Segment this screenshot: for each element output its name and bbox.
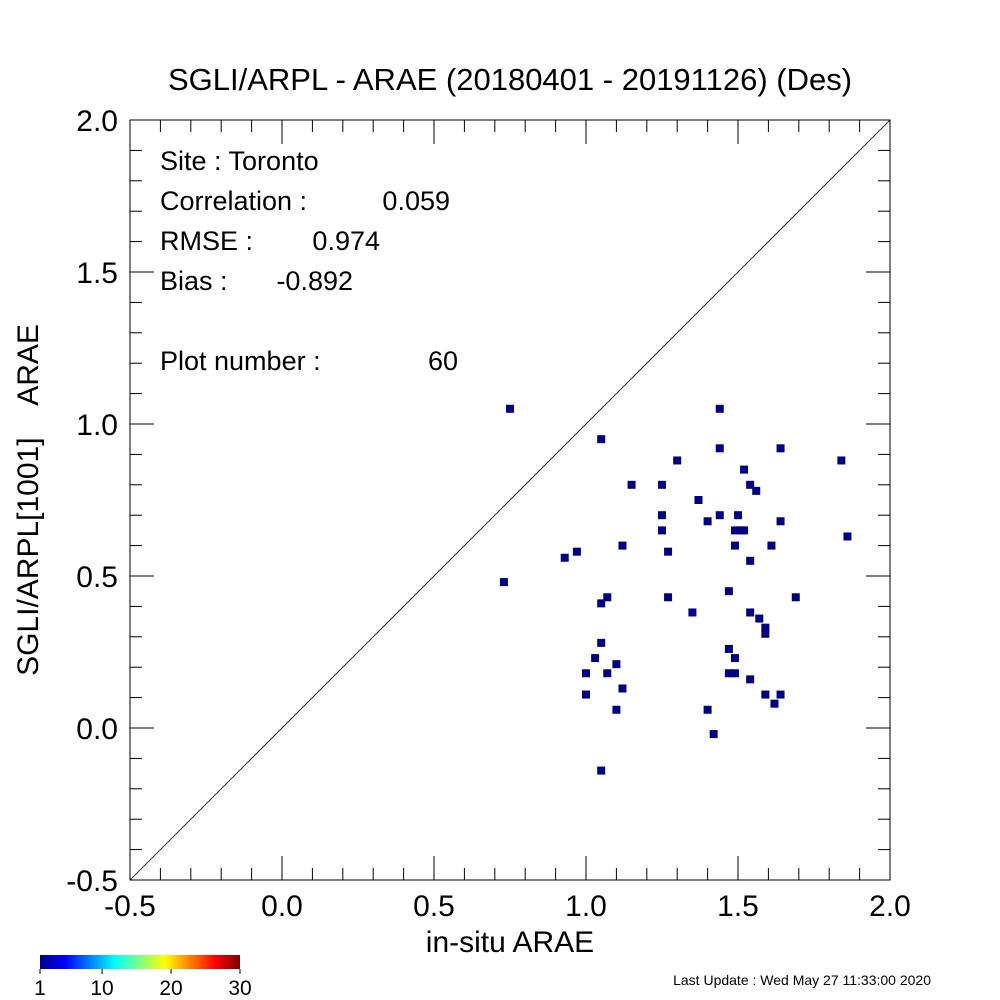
data-point <box>746 480 755 489</box>
x-axis-label: in-situ ARAE <box>426 926 594 959</box>
stat-value: 0.974 <box>312 226 380 256</box>
data-point <box>724 644 733 653</box>
y-tick-label: 0.5 <box>76 561 118 594</box>
data-point <box>715 444 724 453</box>
x-tick-label: 0.5 <box>413 890 455 923</box>
data-point <box>597 435 606 444</box>
y-tick-label: 2.0 <box>76 105 118 138</box>
data-point <box>709 730 718 739</box>
data-point <box>597 599 606 608</box>
data-point <box>597 766 606 775</box>
x-tick-label: 1.0 <box>565 890 607 923</box>
data-point <box>776 690 785 699</box>
data-point <box>730 669 739 678</box>
chart-title: SGLI/ARPL - ARAE (20180401 - 20191126) (… <box>168 62 852 97</box>
data-point <box>730 526 739 535</box>
data-point <box>730 654 739 663</box>
data-points <box>499 404 852 775</box>
y-tick-label: 1.0 <box>76 409 118 442</box>
stat-value: 60 <box>428 346 458 376</box>
data-point <box>746 556 755 565</box>
data-point <box>724 587 733 596</box>
data-point <box>724 669 733 678</box>
data-point <box>658 480 666 489</box>
data-point <box>746 608 755 617</box>
stat-label: Site : Toronto <box>160 146 319 176</box>
data-point <box>791 593 800 602</box>
data-point <box>560 553 569 562</box>
data-point <box>499 578 508 587</box>
stat-value: -0.892 <box>276 266 353 296</box>
colorbar-tick-label: 30 <box>228 977 251 1000</box>
data-point <box>843 532 852 541</box>
data-point <box>740 526 749 535</box>
data-point <box>715 511 724 520</box>
data-point <box>761 623 770 632</box>
y-tick-label: -0.5 <box>66 865 118 898</box>
y-axis-label: SGLI/ARPL[1001] ARAE <box>12 324 45 676</box>
data-point <box>761 690 770 699</box>
y-tick-label: 0.0 <box>76 713 118 746</box>
data-point <box>603 593 612 602</box>
colorbar-ticks: 1 10 20 30 <box>34 969 252 1000</box>
stats-box: Site : Toronto Correlation : 0.059 RMSE : 0.… <box>160 146 458 376</box>
data-point <box>673 456 682 465</box>
stat-label: RMSE : <box>160 226 253 256</box>
plot-frame <box>129 119 891 881</box>
data-point <box>734 511 742 520</box>
data-point <box>658 511 666 520</box>
colorbar-tick-label: 1 <box>34 977 46 1000</box>
data-point <box>603 669 612 678</box>
plot-area: -0.5 0.0 0.5 1.0 1.5 2.0 -0.5 0.0 0.5 1.0 1.5 2.0 <box>66 105 911 923</box>
data-point <box>703 705 712 714</box>
data-point <box>776 517 785 526</box>
data-point <box>761 629 770 638</box>
y-tick-label: 1.5 <box>76 257 118 290</box>
data-point <box>664 593 673 602</box>
data-point <box>582 690 590 699</box>
data-point <box>770 699 779 708</box>
stat-label: Plot number : <box>160 346 321 376</box>
x-tick-label: 2.0 <box>869 890 911 923</box>
colorbar <box>40 955 240 969</box>
data-point <box>767 541 776 550</box>
data-point <box>688 608 697 617</box>
x-tick-label: -0.5 <box>104 890 156 923</box>
data-point <box>618 684 627 693</box>
colorbar-tick-label: 20 <box>159 977 182 1000</box>
colorbar-tick-label: 10 <box>90 977 113 1000</box>
data-point <box>746 675 755 684</box>
data-point <box>664 547 673 556</box>
data-point <box>506 404 514 413</box>
data-point <box>612 705 621 714</box>
data-point <box>740 465 749 474</box>
data-point <box>612 660 621 669</box>
data-point <box>627 480 636 489</box>
data-point <box>694 496 703 504</box>
data-point <box>776 444 785 453</box>
data-point <box>837 456 846 465</box>
data-point <box>752 486 761 495</box>
last-update: Last Update : Wed May 27 11:33:00 2020 <box>673 972 931 988</box>
data-point <box>582 669 590 678</box>
stat-label: Correlation : <box>160 186 307 216</box>
data-point <box>591 654 600 663</box>
one-to-one-line <box>129 119 891 881</box>
data-point <box>572 547 581 556</box>
data-point <box>703 517 712 526</box>
stat-value: 0.059 <box>382 186 450 216</box>
data-point <box>618 541 627 550</box>
data-point <box>658 526 666 535</box>
data-point <box>597 638 606 647</box>
x-tick-label: 0.0 <box>261 890 303 923</box>
data-point <box>730 541 739 550</box>
data-point <box>755 614 764 623</box>
stat-label: Bias : <box>160 266 228 296</box>
data-point <box>715 404 724 413</box>
x-tick-label: 1.5 <box>717 890 759 923</box>
